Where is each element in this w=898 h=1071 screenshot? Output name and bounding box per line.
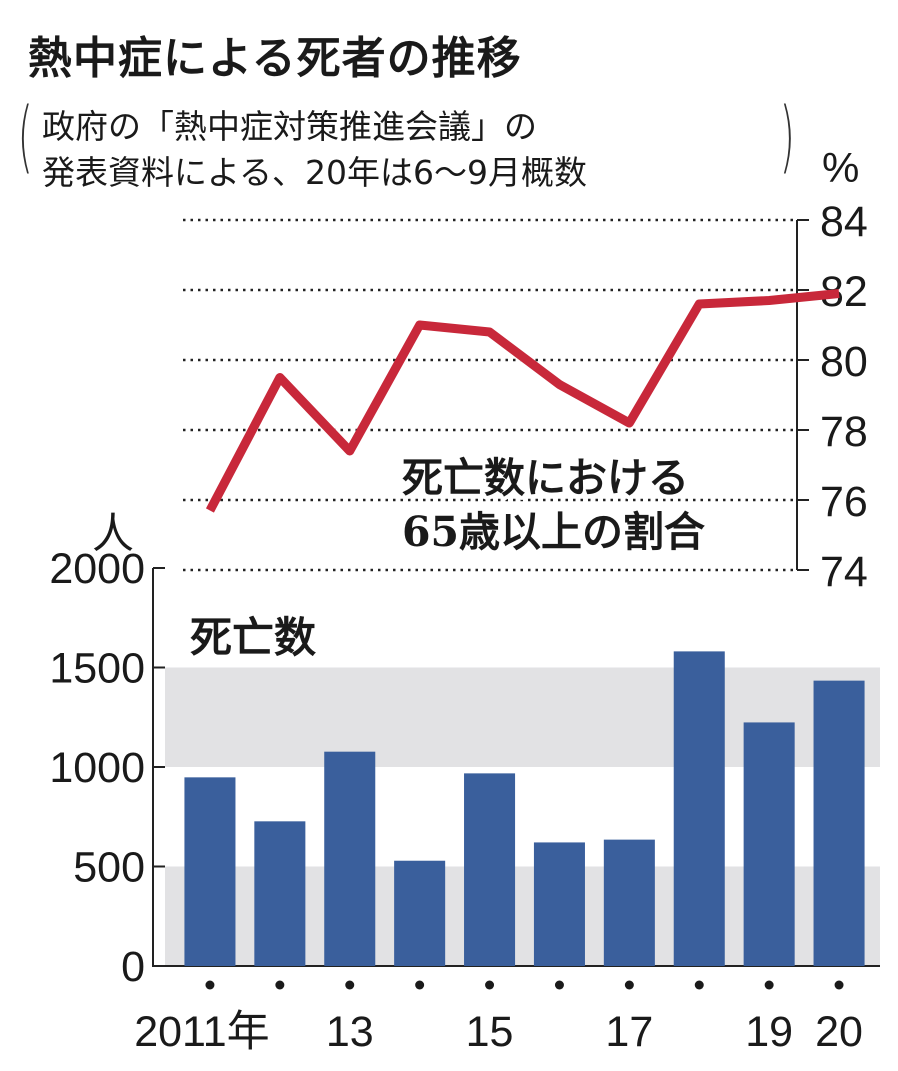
bar-2012 (254, 821, 306, 966)
subtitle-open-paren: ( (17, 92, 33, 182)
x-tick-dot (345, 980, 355, 990)
line-y-tick-label: 84 (820, 198, 868, 246)
x-tick-dot (485, 980, 495, 990)
x-tick-label: 19 (745, 1008, 793, 1056)
x-tick-dot (834, 980, 844, 990)
bar-y-tick-label: 500 (73, 844, 145, 892)
bar-2017 (603, 839, 655, 966)
subtitle-line-1: 政府の「熱中症対策推進会議」の (42, 107, 537, 146)
subtitle-line-2: 発表資料による、20年は6～9月概数 (42, 153, 587, 192)
bar-2016 (533, 842, 585, 966)
bar-y-tick-label: 0 (121, 943, 145, 991)
bar-y-tick-label: 2000 (49, 545, 145, 593)
bar-y-unit: 人 (92, 510, 135, 557)
x-tick-label: 20 (815, 1008, 863, 1056)
bar-y-tick-label: 1500 (49, 645, 145, 693)
x-tick-dot (415, 980, 425, 990)
line-series (205, 289, 840, 513)
x-tick-label: 2011年 (134, 1008, 269, 1056)
line-y-tick-label: 76 (820, 478, 868, 526)
x-tick-dot (624, 980, 634, 990)
bar-series-label: 死亡数 (190, 613, 316, 662)
bar-2019 (743, 722, 795, 966)
bar-2015 (464, 773, 516, 966)
x-tick-label: 15 (466, 1008, 514, 1056)
x-tick-dot (554, 980, 564, 990)
line-y-tick-label: 74 (820, 548, 868, 596)
bar-y-tick-label: 1000 (49, 744, 145, 792)
bar-2018 (673, 651, 725, 966)
bar-2014 (394, 860, 446, 966)
subtitle-close-paren: ) (779, 92, 795, 182)
x-tick-label: 13 (326, 1008, 374, 1056)
line-y-unit: % (822, 144, 860, 191)
x-tick-label: 17 (605, 1008, 653, 1056)
chart-title: 熱中症による死者の推移 (28, 33, 522, 84)
x-tick-dot (205, 980, 215, 990)
x-tick-dot (764, 980, 774, 990)
x-tick-dot (275, 980, 285, 990)
bar-2011 (184, 777, 236, 966)
bar-2020 (813, 680, 865, 966)
line-series-label: 65歳以上の割合 (402, 508, 705, 556)
line-series-label: 死亡数における (402, 454, 689, 502)
line-y-tick-label: 78 (820, 408, 868, 456)
bar-2013 (324, 751, 376, 966)
x-tick-dot (694, 980, 704, 990)
line-y-tick-label: 80 (820, 338, 868, 386)
